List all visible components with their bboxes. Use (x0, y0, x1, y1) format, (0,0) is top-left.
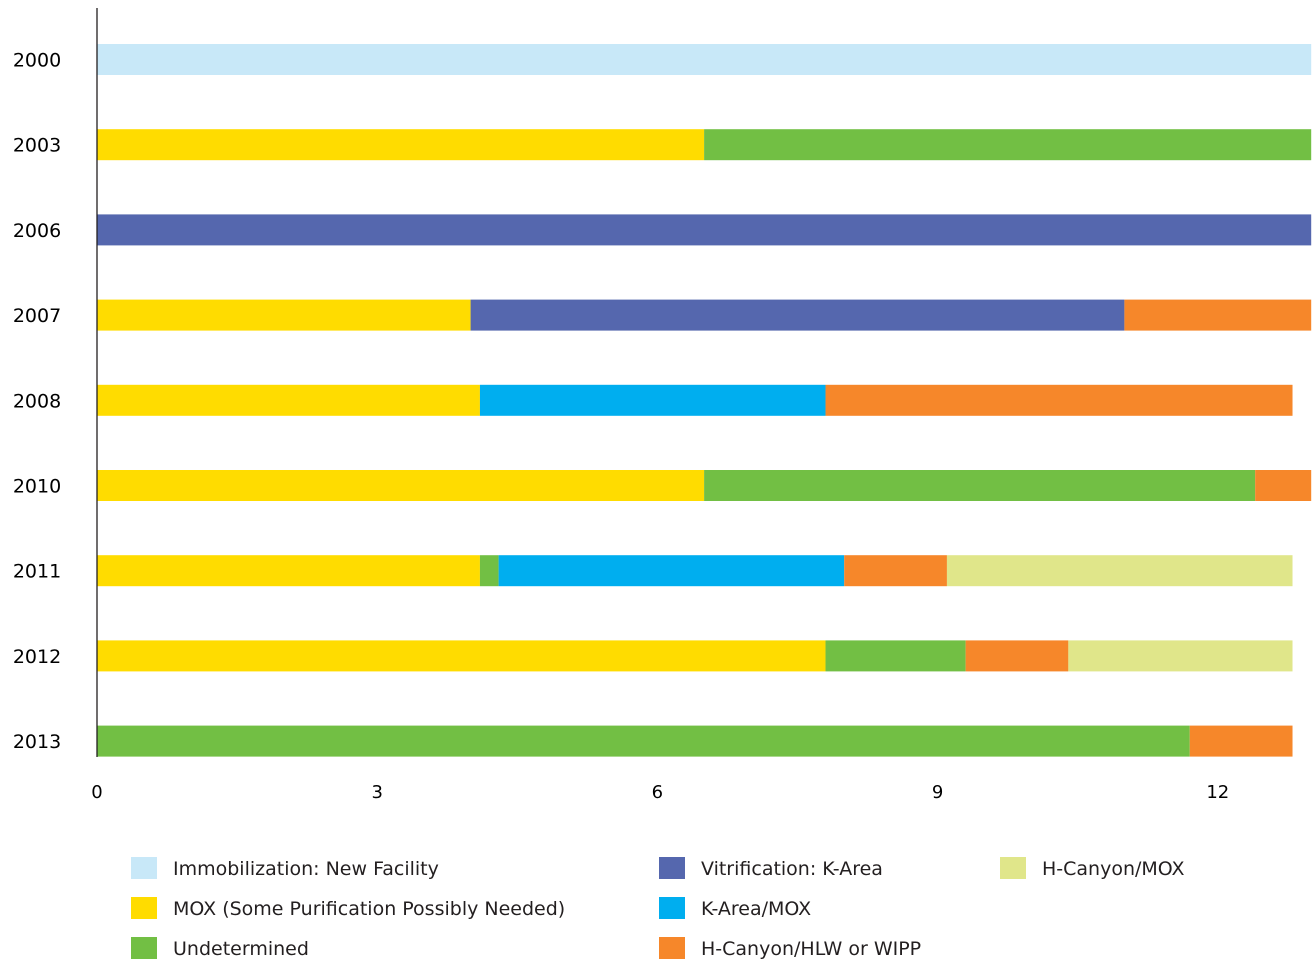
bar-segment-2011-2 (479, 555, 499, 587)
category-label-2013: 2013 (13, 731, 61, 753)
bar-segment-2011-5 (844, 555, 947, 587)
category-label-2008: 2008 (13, 390, 61, 412)
x-tick-label-3: 3 (371, 782, 382, 803)
category-label-2006: 2006 (13, 220, 61, 242)
category-label-2010: 2010 (13, 476, 61, 498)
bar-segment-2008-1 (97, 384, 480, 416)
bar-segment-2012-2 (825, 640, 966, 672)
category-label-2007: 2007 (13, 305, 61, 327)
legend-label-3: Vitrification: K-Area (701, 858, 883, 880)
legend-swatch-3 (659, 857, 685, 879)
legend-swatch-2 (131, 937, 157, 959)
bar-segment-2000-0 (97, 44, 1312, 75)
bar-segment-2007-5 (1124, 299, 1312, 331)
x-tick-label-6: 6 (652, 782, 663, 803)
bar-segment-2013-5 (1189, 725, 1293, 757)
legend-swatch-6 (1000, 857, 1026, 879)
year-labels-layer: 2000 2003 2006 2007 2008 2010 2011 2012 2013 (13, 50, 61, 754)
x-tick-label-0: 0 (91, 782, 102, 803)
category-label-2000: 2000 (13, 50, 61, 72)
bar-segment-2011-1 (97, 555, 480, 587)
x-tick-label-9: 9 (932, 782, 943, 803)
legend: Immobilization: New Facility MOX (Some Pu… (131, 857, 1185, 960)
bar-segment-2008-4 (479, 384, 826, 416)
bar-segment-2003-1 (97, 129, 705, 161)
bar-segment-2007-3 (470, 299, 1125, 331)
category-label-2011: 2011 (13, 561, 61, 583)
bar-segment-2010-2 (704, 470, 1256, 501)
x-tick-label-12: 12 (1206, 782, 1229, 803)
legend-label-6: H-Canyon/MOX (1042, 858, 1185, 880)
bars-layer (97, 44, 1312, 757)
bar-segment-2011-4 (498, 555, 845, 587)
legend-swatch-0 (131, 857, 157, 879)
category-label-2003: 2003 (13, 135, 61, 157)
category-label-2012: 2012 (13, 646, 61, 668)
bar-segment-2013-2 (97, 725, 1190, 757)
legend-swatch-5 (659, 937, 685, 959)
bar-segment-2008-5 (825, 384, 1293, 416)
legend-label-4: K-Area/MOX (701, 898, 811, 920)
bar-segment-2006-3 (97, 214, 1312, 246)
legend-label-2: Undetermined (173, 938, 309, 960)
bar-segment-2012-6 (1068, 640, 1293, 672)
bar-segment-2007-1 (97, 299, 471, 331)
legend-label-0: Immobilization: New Facility (173, 858, 439, 880)
bar-segment-2012-1 (97, 640, 826, 672)
bar-segment-2010-1 (97, 470, 705, 501)
bar-segment-2011-6 (946, 555, 1293, 587)
legend-label-1: MOX (Some Purification Possibly Needed) (173, 898, 565, 920)
ticks-layer: 0 3 6 9 12 (91, 782, 1229, 803)
legend-swatch-1 (131, 897, 157, 919)
bar-segment-2012-5 (965, 640, 1069, 672)
bar-segment-2010-5 (1255, 470, 1312, 501)
bar-segment-2003-2 (704, 129, 1312, 161)
legend-swatch-4 (659, 897, 685, 919)
legend-label-5: H-Canyon/HLW or WIPP (701, 938, 921, 960)
